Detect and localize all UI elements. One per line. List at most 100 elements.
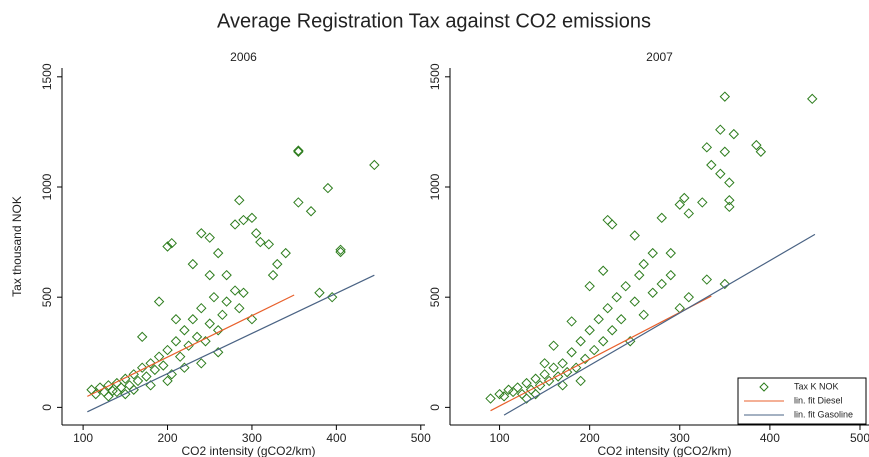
- scatter-point: [615, 314, 627, 325]
- scatter-point: [128, 369, 139, 380]
- fit-line: [87, 274, 375, 413]
- scatter-point: [719, 146, 731, 157]
- scatter-point: [132, 375, 144, 387]
- scatter-point: [212, 247, 224, 259]
- scatter-point: [611, 291, 622, 303]
- scatter-point: [665, 247, 676, 259]
- scatter-point: [543, 375, 555, 387]
- y-tick-label: 500: [428, 287, 442, 307]
- legend-box: [737, 377, 867, 425]
- scatter-point: [530, 388, 541, 400]
- scatter-point: [561, 366, 573, 378]
- scatter-point: [335, 244, 346, 256]
- scatter-point: [597, 265, 609, 276]
- scatter-point: [293, 145, 304, 156]
- scatter-point: [656, 278, 667, 290]
- scatter-point: [136, 331, 148, 343]
- scatter-point: [111, 386, 123, 398]
- scatter-point: [322, 182, 334, 194]
- x-tick-label: 400: [760, 431, 780, 445]
- scatter-point: [629, 230, 640, 241]
- scatter-point: [728, 128, 740, 140]
- scatter-point: [701, 274, 713, 285]
- scatter-point: [305, 206, 317, 217]
- x-tick-label: 300: [242, 431, 262, 445]
- legend-label: lin. fit Diesel: [794, 395, 843, 405]
- fit-line: [490, 295, 712, 412]
- scatter-point: [149, 364, 161, 376]
- scatter-point: [234, 195, 245, 206]
- scatter-point: [120, 373, 131, 384]
- scatter-point: [629, 296, 640, 307]
- x-tick-label: 200: [580, 431, 600, 445]
- scatter-point: [602, 214, 613, 226]
- scatter-point: [656, 212, 667, 224]
- y-tick-label: 0: [428, 404, 442, 411]
- scatter-point: [280, 247, 291, 259]
- y-tick-label: 1500: [40, 63, 54, 90]
- scatter-point: [267, 269, 279, 281]
- x-axis-label: CO2 intensity (gCO2/km): [597, 444, 731, 457]
- scatter-point: [557, 358, 568, 369]
- scatter-point: [166, 237, 177, 249]
- scatter-point: [485, 393, 496, 404]
- scatter-point: [606, 219, 618, 230]
- scatter-point: [566, 347, 577, 358]
- scatter-point: [162, 344, 173, 356]
- x-tick-label: 100: [73, 431, 93, 445]
- scatter-point: [141, 371, 152, 382]
- fit-line: [87, 294, 295, 397]
- scatter-point: [107, 385, 118, 397]
- scatter-point: [597, 336, 609, 347]
- scatter-point: [512, 382, 523, 393]
- scatter-point: [530, 373, 541, 384]
- y-tick-label: 1000: [40, 173, 54, 200]
- panel-title: 2006: [230, 50, 257, 64]
- scatter-point: [314, 287, 325, 298]
- scatter-point: [755, 146, 767, 157]
- scatter-point: [584, 280, 595, 292]
- scatter-point: [579, 353, 591, 365]
- y-tick-label: 1500: [428, 63, 442, 90]
- legend-marker: [759, 382, 769, 392]
- scatter-point: [588, 344, 600, 356]
- scatter-point: [250, 228, 262, 239]
- scatter-point: [335, 246, 346, 258]
- scatter-point: [103, 380, 114, 391]
- scatter-point: [212, 325, 224, 336]
- panel-title: 2007: [646, 50, 673, 64]
- scatter-point: [683, 291, 694, 303]
- y-axis-label: Tax thousand NOK: [10, 196, 24, 297]
- x-tick-label: 500: [850, 431, 869, 445]
- scatter-point: [724, 177, 735, 188]
- scatter-point: [548, 362, 559, 373]
- scatter-point: [647, 247, 658, 259]
- scatter-point: [221, 269, 232, 281]
- scatter-point: [751, 139, 762, 151]
- scatter-point: [602, 302, 613, 314]
- scatter-point: [255, 236, 266, 248]
- scatter-point: [683, 208, 694, 219]
- x-tick-label: 300: [670, 431, 690, 445]
- scatter-point: [697, 197, 708, 208]
- scatter-point: [196, 358, 207, 369]
- scatter-point: [136, 362, 148, 373]
- scatter-point: [719, 278, 731, 290]
- scatter-point: [606, 325, 618, 336]
- scatter-point: [238, 214, 249, 226]
- scatter-point: [153, 296, 165, 307]
- scatter-point: [620, 280, 631, 292]
- x-tick-label: 400: [326, 431, 346, 445]
- scatter-point: [90, 388, 101, 400]
- scatter-point: [539, 369, 550, 380]
- scatter-point: [204, 269, 215, 281]
- scatter-point: [724, 201, 735, 213]
- scatter-point: [638, 258, 649, 270]
- scatter-point: [557, 380, 568, 391]
- scatter-point: [229, 285, 241, 296]
- y-tick-label: 500: [40, 287, 54, 307]
- x-axis-label: CO2 intensity (gCO2/km): [181, 444, 315, 457]
- scatter-point: [187, 258, 199, 270]
- scatter-point: [162, 375, 173, 387]
- scatter-point: [593, 314, 604, 325]
